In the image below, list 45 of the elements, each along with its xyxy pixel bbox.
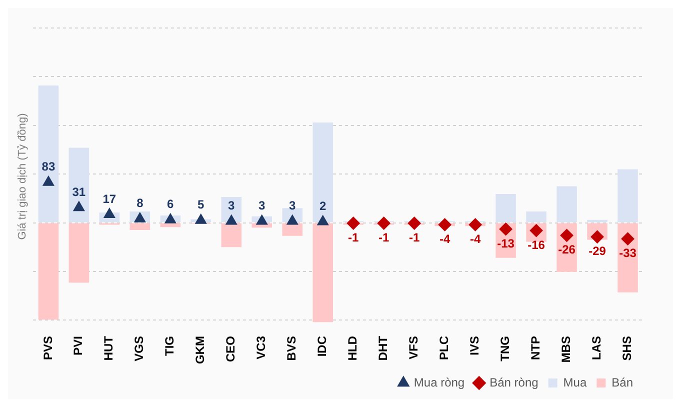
legend-label: Bán <box>612 375 634 390</box>
x-tick-label: TIG <box>162 336 177 356</box>
x-tick-label: IVS <box>468 336 482 356</box>
data-label: -26 <box>558 242 576 257</box>
data-label: -16 <box>528 238 546 252</box>
x-tick-label: BVS <box>284 336 299 361</box>
legend-label: Mua <box>563 375 587 390</box>
data-label: 3 <box>228 198 236 213</box>
data-label: -13 <box>497 236 515 250</box>
x-tick-label: SHS <box>620 336 634 361</box>
x-tick-label: NTP <box>528 336 543 360</box>
x-tick-label: GKM <box>193 336 208 364</box>
data-label: 83 <box>42 160 56 174</box>
data-label: 5 <box>198 198 205 212</box>
data-label: -4 <box>470 232 481 246</box>
data-label: 3 <box>258 198 266 213</box>
data-label: 31 <box>72 184 86 199</box>
x-tick-label: CEO <box>224 336 238 362</box>
data-label: -1 <box>408 230 420 245</box>
x-tick-label: IDC <box>315 336 330 357</box>
data-label: -4 <box>439 232 450 246</box>
data-label: 2 <box>320 199 327 214</box>
y-axis-title: Giá trị giao dịch (Tỷ đồng) <box>16 113 29 240</box>
x-tick-label: PLC <box>437 336 452 360</box>
legend-label: Bán ròng <box>490 375 538 390</box>
x-tick-label: MBS <box>559 336 574 363</box>
x-tick-label: VFS <box>406 336 421 360</box>
data-label: -29 <box>588 244 606 258</box>
data-label: 8 <box>136 196 144 210</box>
x-tick-label: LAS <box>590 336 604 360</box>
data-label: 3 <box>289 198 296 213</box>
x-tick-label: HUT <box>102 335 116 361</box>
x-tick-label: PVI <box>71 336 86 356</box>
x-tick-label: HLD <box>346 336 360 361</box>
legend-label: Mua ròng <box>414 375 465 390</box>
data-label: -1 <box>378 230 390 245</box>
data-label: 17 <box>102 192 116 206</box>
x-tick-label: VC3 <box>254 336 268 360</box>
data-label: -33 <box>619 246 637 260</box>
x-tick-label: PVS <box>40 336 55 360</box>
data-label: -1 <box>348 230 360 245</box>
x-tick-label: TNG <box>498 336 512 362</box>
x-tick-label: VGS <box>132 336 146 362</box>
data-label: 6 <box>167 197 174 212</box>
x-tick-label: DHT <box>376 335 390 361</box>
